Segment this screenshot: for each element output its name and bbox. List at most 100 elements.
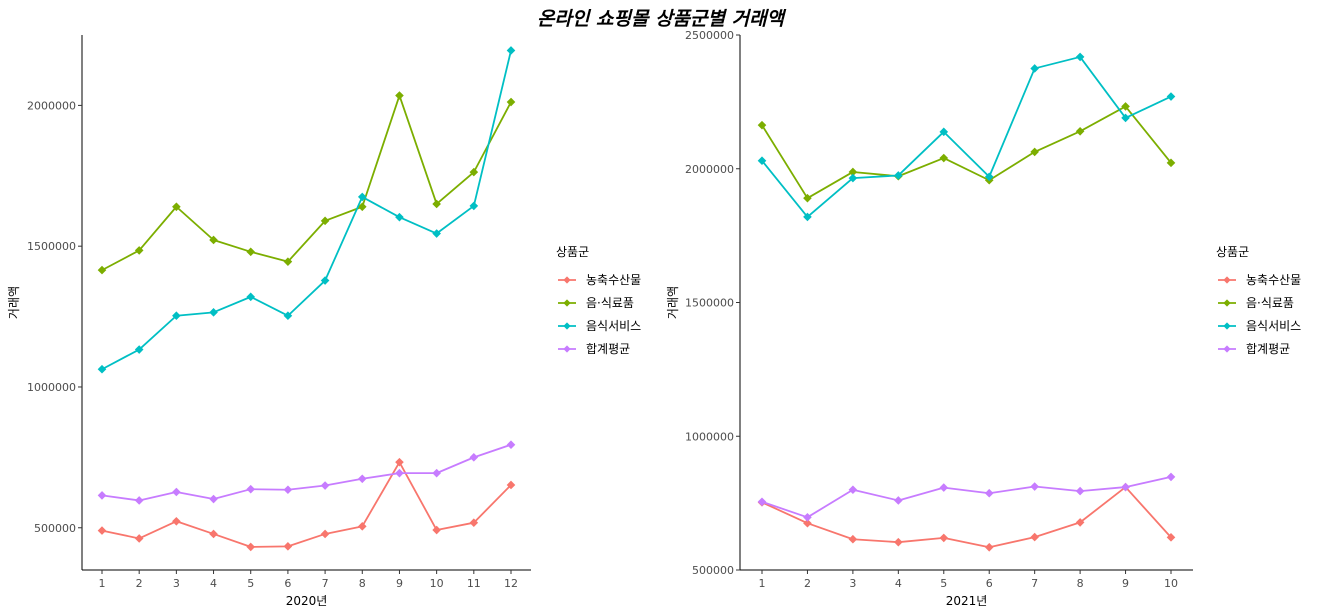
data-point bbox=[246, 542, 256, 552]
legend-entry: 농축수산물 bbox=[558, 273, 641, 287]
data-point bbox=[984, 488, 994, 498]
legend-entry: 음·식료품 bbox=[558, 296, 634, 310]
data-point bbox=[97, 491, 107, 500]
data-point bbox=[134, 246, 144, 255]
data-point bbox=[1121, 113, 1130, 123]
data-point bbox=[984, 172, 994, 182]
x-tick-label: 12 bbox=[504, 577, 518, 590]
data-point bbox=[432, 525, 441, 535]
y-tick-label: 2500000 bbox=[685, 29, 734, 42]
series-line bbox=[101, 461, 512, 548]
x-tick-label: 3 bbox=[849, 577, 856, 590]
legend-key-marker bbox=[563, 299, 571, 307]
series-3 bbox=[97, 46, 516, 374]
data-point bbox=[848, 173, 858, 183]
data-point bbox=[506, 480, 516, 490]
data-point bbox=[172, 202, 181, 212]
data-point bbox=[134, 345, 144, 354]
panel-2: 500000 1000000 1500000 2000000 2500000 1 2 3 4 5 6… bbox=[666, 29, 1301, 608]
series-line bbox=[761, 105, 1172, 200]
data-point bbox=[469, 167, 479, 177]
y-tick-label: 1500000 bbox=[685, 297, 734, 310]
x-tick-label: 7 bbox=[1031, 577, 1038, 590]
data-point bbox=[432, 199, 441, 209]
data-point bbox=[209, 308, 218, 317]
data-point bbox=[757, 497, 767, 507]
page-title: 온라인 쇼핑몰 상품군별 거래액 bbox=[536, 8, 785, 30]
data-point bbox=[803, 512, 812, 522]
data-point bbox=[134, 496, 144, 505]
data-point bbox=[283, 311, 293, 321]
data-point bbox=[1030, 482, 1039, 491]
x-tick-label: 9 bbox=[396, 577, 403, 590]
series-3 bbox=[757, 52, 1176, 222]
x-tick-label: 1 bbox=[759, 577, 766, 590]
data-point bbox=[803, 212, 812, 222]
data-point bbox=[209, 494, 218, 504]
series-line bbox=[101, 50, 512, 371]
legend-key-marker bbox=[563, 276, 571, 284]
x-tick-label: 1 bbox=[99, 577, 106, 590]
legend-label: 합계평균 bbox=[586, 342, 630, 356]
series-2 bbox=[757, 102, 1176, 203]
y-tick-label: 1000000 bbox=[27, 381, 76, 394]
data-point bbox=[97, 526, 107, 535]
legend-key-marker bbox=[563, 322, 571, 330]
data-point bbox=[848, 534, 858, 544]
legend-label: 농축수산물 bbox=[1246, 273, 1301, 287]
data-point bbox=[283, 542, 293, 551]
data-point bbox=[1030, 64, 1039, 73]
legend-key-marker bbox=[1223, 322, 1231, 330]
y-axis-title: 거래액 bbox=[7, 286, 21, 319]
x-axis-title: 2021년 bbox=[946, 594, 988, 608]
y-tick-label: 500000 bbox=[692, 564, 734, 577]
x-tick-label: 7 bbox=[322, 577, 329, 590]
data-point bbox=[757, 156, 767, 166]
data-point bbox=[395, 457, 404, 467]
y-tick-label: 2000000 bbox=[27, 99, 76, 112]
legend-label: 음·식료품 bbox=[586, 296, 634, 310]
legend-label: 음·식료품 bbox=[1246, 296, 1294, 310]
data-point bbox=[506, 46, 516, 55]
legend-key-marker bbox=[1223, 276, 1231, 284]
legend-label: 농축수산물 bbox=[586, 273, 641, 287]
data-point bbox=[939, 533, 949, 543]
data-point bbox=[172, 487, 181, 497]
series-2 bbox=[97, 91, 516, 275]
data-point bbox=[432, 229, 441, 238]
y-tick-label: 2000000 bbox=[685, 163, 734, 176]
data-point bbox=[395, 468, 404, 478]
data-point bbox=[283, 485, 293, 495]
legend-key-marker bbox=[1223, 345, 1231, 353]
data-point bbox=[320, 529, 330, 539]
data-point bbox=[320, 216, 330, 226]
legend-label: 음식서비스 bbox=[586, 319, 641, 333]
data-point bbox=[1121, 102, 1130, 111]
data-point bbox=[757, 120, 767, 130]
legend-label: 음식서비스 bbox=[1246, 319, 1301, 333]
data-point bbox=[1166, 533, 1176, 542]
x-tick-label: 6 bbox=[284, 577, 291, 590]
data-point bbox=[97, 364, 107, 374]
data-point bbox=[506, 97, 516, 107]
data-point bbox=[357, 202, 367, 212]
data-point bbox=[1121, 482, 1130, 492]
legend-entry: 음식서비스 bbox=[558, 319, 641, 333]
series-line bbox=[761, 476, 1172, 519]
data-point bbox=[1166, 472, 1176, 482]
legend-key-marker bbox=[563, 345, 571, 353]
data-point bbox=[1075, 486, 1085, 496]
x-tick-label: 4 bbox=[210, 577, 217, 590]
series-line bbox=[761, 486, 1172, 549]
legend-title: 상품군 bbox=[556, 245, 589, 259]
data-point bbox=[894, 537, 903, 547]
x-tick-label: 2 bbox=[136, 577, 143, 590]
data-point bbox=[395, 91, 404, 100]
data-point bbox=[803, 518, 812, 528]
data-point bbox=[1075, 52, 1085, 62]
data-point bbox=[939, 153, 949, 163]
data-point bbox=[803, 193, 812, 203]
legend-title: 상품군 bbox=[1216, 245, 1249, 259]
x-tick-label: 9 bbox=[1122, 577, 1129, 590]
